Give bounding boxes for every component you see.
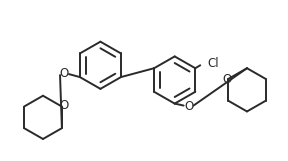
- Text: Cl: Cl: [207, 57, 219, 70]
- Text: O: O: [184, 100, 193, 113]
- Text: O: O: [59, 67, 69, 80]
- Text: O: O: [59, 99, 69, 112]
- Text: O: O: [223, 72, 232, 85]
